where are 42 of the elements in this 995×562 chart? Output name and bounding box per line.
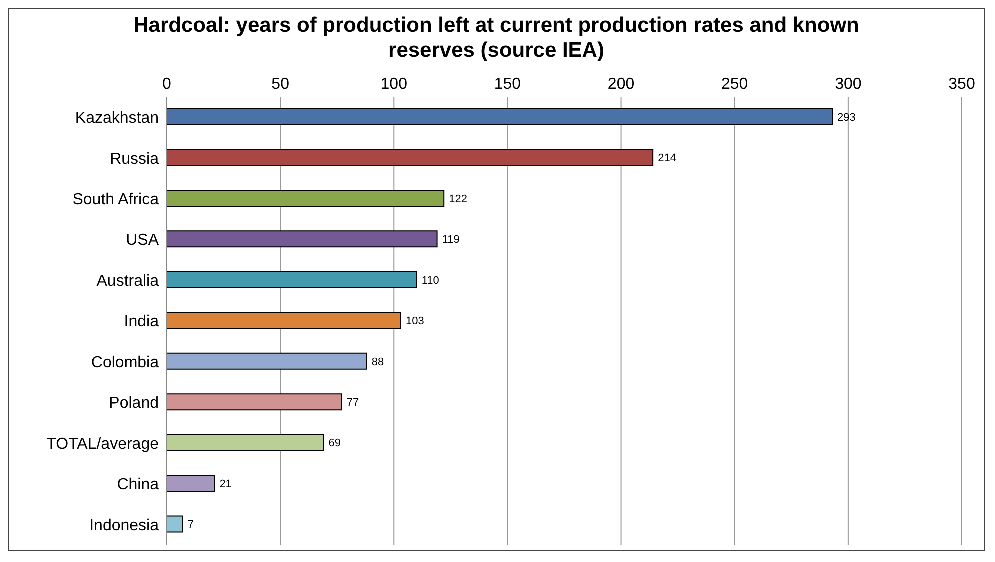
y-tick-label: Colombia xyxy=(91,354,160,372)
y-tick-label: TOTAL/average xyxy=(46,436,160,453)
bar xyxy=(167,475,216,492)
x-tick-label: 300 xyxy=(835,76,862,93)
data-label: 88 xyxy=(372,356,384,368)
bar xyxy=(167,271,418,288)
bar xyxy=(167,352,368,370)
x-tick-label: 250 xyxy=(722,76,748,93)
y-tick-label: South Africa xyxy=(72,192,160,208)
bar xyxy=(167,434,324,452)
y-tick-label: Indonesia xyxy=(90,517,160,534)
x-tick-label: 350 xyxy=(948,76,976,93)
data-label: 69 xyxy=(328,438,341,450)
data-label: 119 xyxy=(442,234,460,246)
y-tick-label: Poland xyxy=(109,395,159,412)
x-tick-label: 200 xyxy=(608,76,635,93)
x-tick-label: 150 xyxy=(494,76,522,93)
bar xyxy=(167,230,438,248)
y-tick-label: USA xyxy=(126,232,160,250)
y-tick-label: Russia xyxy=(110,150,160,168)
y-tick-label: China xyxy=(117,476,160,494)
data-label: 122 xyxy=(449,193,468,206)
data-label: 21 xyxy=(220,478,232,490)
y-tick-label: Australia xyxy=(96,272,160,290)
chart-title: Hardcoal: years of production left at current production rates and known reserves (source IEA) xyxy=(132,13,860,63)
bar xyxy=(167,149,654,166)
x-tick-label: 0 xyxy=(162,76,172,93)
y-tick-label: India xyxy=(124,314,160,331)
data-label: 214 xyxy=(658,152,676,165)
bar xyxy=(167,516,184,533)
x-tick-label: 100 xyxy=(380,76,408,93)
data-label: 110 xyxy=(422,274,440,287)
data-label: 293 xyxy=(838,112,856,124)
data-label: 7 xyxy=(188,519,194,532)
x-tick-label: 50 xyxy=(272,76,290,93)
data-label: 103 xyxy=(406,316,424,328)
y-tick-label: Kazakhstan xyxy=(75,110,159,128)
bar xyxy=(167,108,834,126)
bar xyxy=(167,190,445,207)
data-label: 77 xyxy=(346,396,360,409)
bar xyxy=(167,312,402,330)
bar xyxy=(167,394,342,411)
